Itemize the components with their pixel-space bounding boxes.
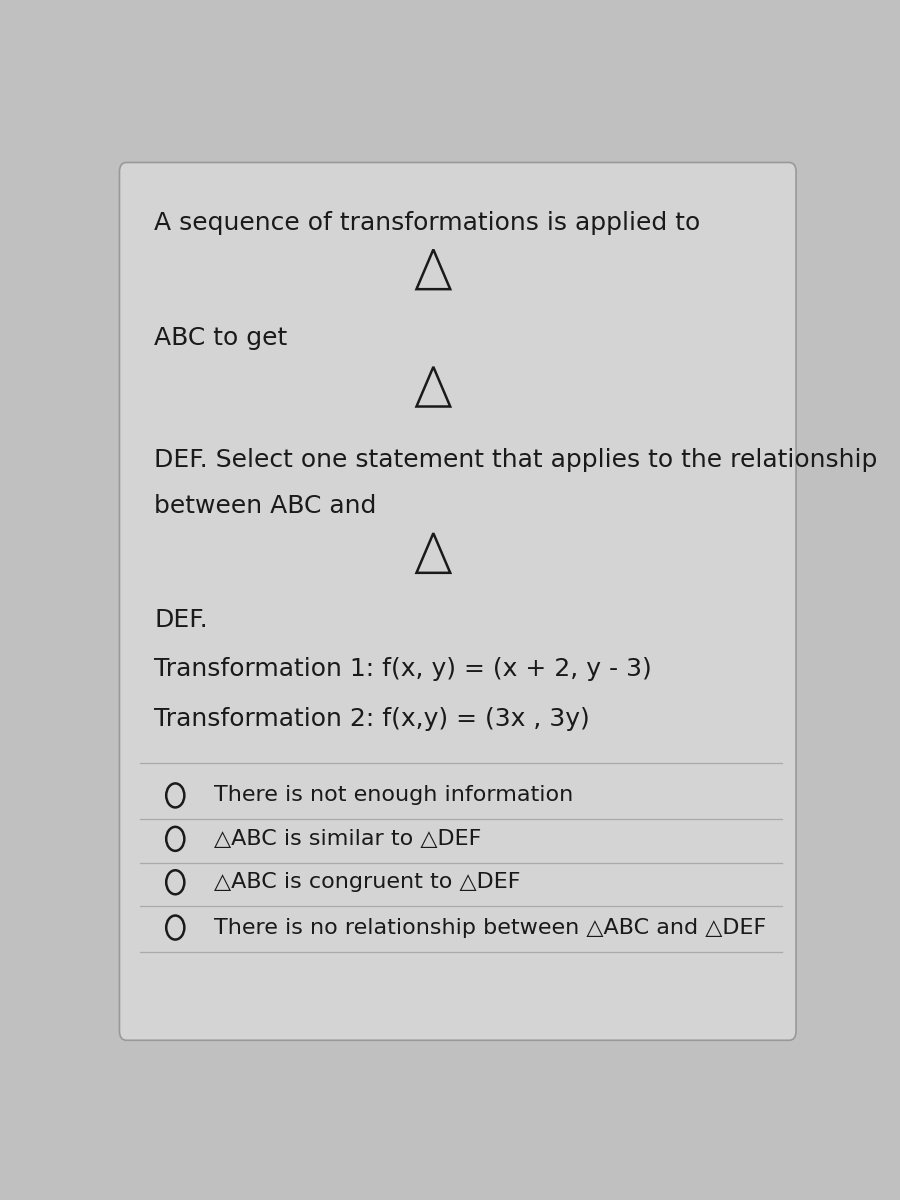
Text: △ABC is similar to △DEF: △ABC is similar to △DEF <box>213 829 481 848</box>
Text: DEF.: DEF. <box>155 608 208 632</box>
Text: △ABC is congruent to △DEF: △ABC is congruent to △DEF <box>213 872 520 893</box>
Text: between ABC and: between ABC and <box>155 494 377 518</box>
Text: A sequence of transformations is applied to: A sequence of transformations is applied… <box>155 210 700 234</box>
FancyBboxPatch shape <box>120 162 796 1040</box>
Text: Transformation 2: f(x,y) = (3x , 3y): Transformation 2: f(x,y) = (3x , 3y) <box>155 707 590 731</box>
Text: Transformation 1: f(x, y) = (x + 2, y - 3): Transformation 1: f(x, y) = (x + 2, y - … <box>155 656 652 680</box>
Text: There is not enough information: There is not enough information <box>213 786 573 805</box>
Text: ABC to get: ABC to get <box>155 326 288 350</box>
Text: There is no relationship between △ABC and △DEF: There is no relationship between △ABC an… <box>213 918 766 937</box>
Text: DEF. Select one statement that applies to the relationship: DEF. Select one statement that applies t… <box>155 448 877 472</box>
